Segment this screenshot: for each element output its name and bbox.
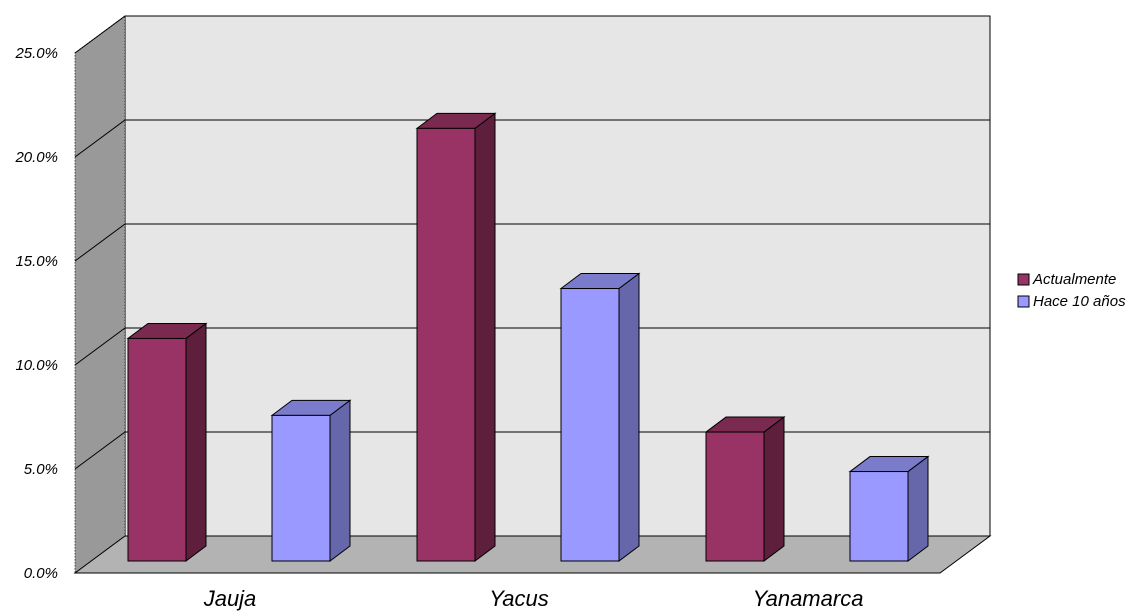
category-label: Yanamarca bbox=[753, 586, 864, 611]
y-tick-label: 5.0% bbox=[24, 461, 58, 478]
bar-side bbox=[907, 455, 929, 562]
y-tick-label: 20.0% bbox=[14, 149, 58, 166]
bar-side bbox=[618, 272, 640, 562]
legend-label: Actualmente bbox=[1032, 271, 1116, 288]
gridline bbox=[74, 119, 990, 158]
bar bbox=[704, 416, 786, 562]
y-tick-label: 10.0% bbox=[15, 357, 58, 374]
bars bbox=[126, 112, 930, 562]
y-tick-label: 15.0% bbox=[15, 253, 58, 270]
back-wall bbox=[124, 15, 991, 537]
category-label: Yacus bbox=[489, 586, 549, 611]
bar-front bbox=[127, 337, 187, 562]
y-tick-label: 0.0% bbox=[24, 565, 58, 582]
bar-front bbox=[849, 471, 909, 562]
legend-item: Hace 10 años bbox=[1017, 293, 1126, 310]
gridline bbox=[74, 15, 990, 54]
bar-front bbox=[416, 127, 476, 562]
bar bbox=[415, 112, 497, 562]
gridline bbox=[74, 431, 990, 470]
bar-side bbox=[763, 416, 785, 562]
bar bbox=[559, 272, 641, 562]
gridline bbox=[74, 327, 990, 366]
category-label: Jauja bbox=[203, 586, 257, 611]
bar-front bbox=[271, 414, 331, 562]
legend-swatch bbox=[1017, 273, 1030, 286]
gridline bbox=[74, 223, 990, 262]
bar-side bbox=[474, 112, 496, 562]
bar-front bbox=[560, 288, 620, 562]
y-tick-label: 25.0% bbox=[14, 45, 58, 62]
legend-item: Actualmente bbox=[1017, 271, 1116, 288]
bar bbox=[848, 455, 930, 562]
legend-swatch bbox=[1017, 295, 1030, 308]
bar-front bbox=[705, 431, 765, 562]
y-axis-ticks: 0.0% 5.0% 10.0% 15.0% 20.0% 25.0% bbox=[14, 45, 58, 582]
gridlines bbox=[74, 15, 990, 470]
bar bbox=[270, 399, 352, 562]
bar bbox=[126, 322, 208, 562]
bar-side bbox=[185, 322, 207, 562]
side-wall bbox=[74, 15, 126, 574]
legend: Actualmente Hace 10 años bbox=[1017, 271, 1126, 310]
bar-side bbox=[329, 399, 351, 562]
x-axis-categories: Jauja Yacus Yanamarca bbox=[203, 586, 864, 611]
legend-label: Hace 10 años bbox=[1033, 293, 1126, 310]
